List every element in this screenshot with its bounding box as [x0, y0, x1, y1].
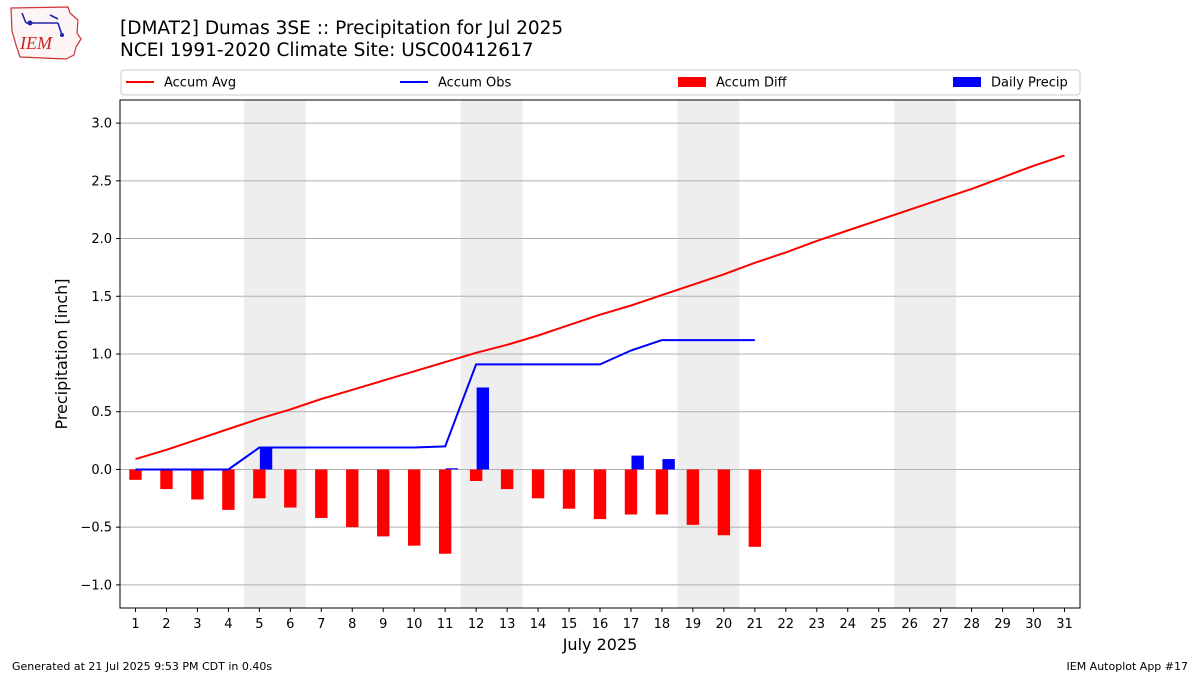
chart-subtitle: NCEI 1991-2020 Climate Site: USC00412617 — [120, 40, 534, 61]
x-tick-label: 8 — [348, 617, 356, 632]
daily-precip-bar — [259, 447, 273, 470]
legend: Accum Avg Accum Obs Accum Diff Daily Precip — [120, 69, 1081, 96]
x-tick-label: 30 — [1025, 617, 1042, 632]
accum-diff-bar — [717, 469, 731, 536]
x-tick-label: 10 — [406, 617, 423, 632]
x-tick-label: 26 — [901, 617, 918, 632]
accum-diff-bar — [377, 469, 390, 537]
y-tick-label: 0.0 — [91, 463, 112, 478]
accum-diff-bar — [593, 469, 607, 520]
legend-label: Daily Precip — [991, 76, 1068, 91]
footer-generated: Generated at 21 Jul 2025 9:53 PM CDT in … — [12, 660, 273, 673]
accum-diff-bar — [500, 469, 514, 490]
accum-diff-bar — [531, 469, 545, 499]
x-tick-label: 9 — [379, 617, 387, 632]
x-tick-label: 20 — [716, 617, 733, 632]
accum-diff-bar — [469, 469, 483, 481]
accum-diff-bar — [438, 469, 452, 554]
x-tick-label: 11 — [437, 617, 454, 632]
accum-diff-bar — [686, 469, 700, 525]
x-tick-label: 23 — [809, 617, 826, 632]
y-tick-label: 2.5 — [91, 174, 112, 189]
y-tick-label: 1.0 — [91, 348, 112, 363]
accum-diff-bar — [655, 469, 669, 515]
accum-diff-bar — [129, 469, 142, 480]
accum-diff-bar — [253, 469, 266, 499]
x-tick-label: 25 — [870, 617, 887, 632]
legend-label: Accum Diff — [716, 76, 788, 91]
x-tick-label: 18 — [654, 617, 671, 632]
legend-label: Accum Avg — [164, 76, 236, 91]
y-axis-label: Precipitation [inch] — [52, 278, 71, 429]
x-tick-label: 13 — [499, 617, 516, 632]
iem-logo: IEM — [10, 6, 82, 60]
accum-diff-bar — [160, 469, 173, 490]
accum-diff-bar — [315, 469, 328, 518]
footer-app: IEM Autoplot App #17 — [1066, 660, 1189, 673]
daily-precip-bar — [476, 387, 490, 470]
x-tick-label: 14 — [530, 617, 547, 632]
accum-diff-bar — [408, 469, 421, 546]
y-tick-label: 2.0 — [91, 232, 112, 247]
x-tick-label: 31 — [1056, 617, 1073, 632]
x-tick-label: 15 — [561, 617, 578, 632]
x-tick-label: 2 — [162, 617, 170, 632]
x-tick-label: 6 — [286, 617, 294, 632]
accum-diff-bar — [562, 469, 576, 509]
y-tick-label: −1.0 — [80, 578, 112, 593]
x-tick-label: 21 — [747, 617, 764, 632]
daily-precip-bar — [631, 455, 644, 470]
x-tick-label: 28 — [963, 617, 980, 632]
y-tick-label: 1.5 — [91, 290, 112, 305]
x-tick-label: 12 — [468, 617, 485, 632]
x-tick-label: 5 — [255, 617, 263, 632]
daily-precip-bar — [662, 459, 675, 470]
accum-diff-bar — [191, 469, 204, 500]
x-tick-label: 3 — [193, 617, 201, 632]
x-tick-label: 7 — [317, 617, 325, 632]
accum-diff-bar — [624, 469, 638, 515]
y-tick-label: 0.5 — [91, 405, 112, 420]
x-tick-label: 4 — [224, 617, 232, 632]
legend-box — [120, 69, 1081, 96]
x-tick-label: 1 — [131, 617, 139, 632]
plot-frame — [119, 99, 1081, 609]
accum-avg-line — [135, 154, 1065, 461]
x-tick-label: 22 — [778, 617, 795, 632]
legend-swatch — [678, 77, 706, 87]
x-tick-label: 19 — [685, 617, 702, 632]
x-tick-label: 16 — [592, 617, 609, 632]
accum-diff-bar — [748, 469, 762, 547]
accum-obs-line — [135, 339, 755, 471]
daily-precip-bar — [445, 468, 459, 470]
legend-label: Accum Obs — [438, 76, 511, 91]
x-tick-label: 27 — [932, 617, 949, 632]
x-tick-label: 29 — [994, 617, 1011, 632]
chart-title: [DMAT2] Dumas 3SE :: Precipitation for J… — [120, 18, 564, 39]
x-axis-label: July 2025 — [562, 635, 638, 654]
accum-diff-bar — [284, 469, 297, 508]
x-tick-label: 24 — [839, 617, 856, 632]
legend-swatch — [953, 77, 981, 87]
accum-diff-bar — [346, 469, 359, 528]
logo-text: IEM — [19, 33, 53, 53]
y-tick-label: 3.0 — [91, 117, 112, 132]
y-tick-label: −0.5 — [80, 521, 112, 536]
x-tick-label: 17 — [623, 617, 640, 632]
accum-diff-bar — [222, 469, 235, 510]
